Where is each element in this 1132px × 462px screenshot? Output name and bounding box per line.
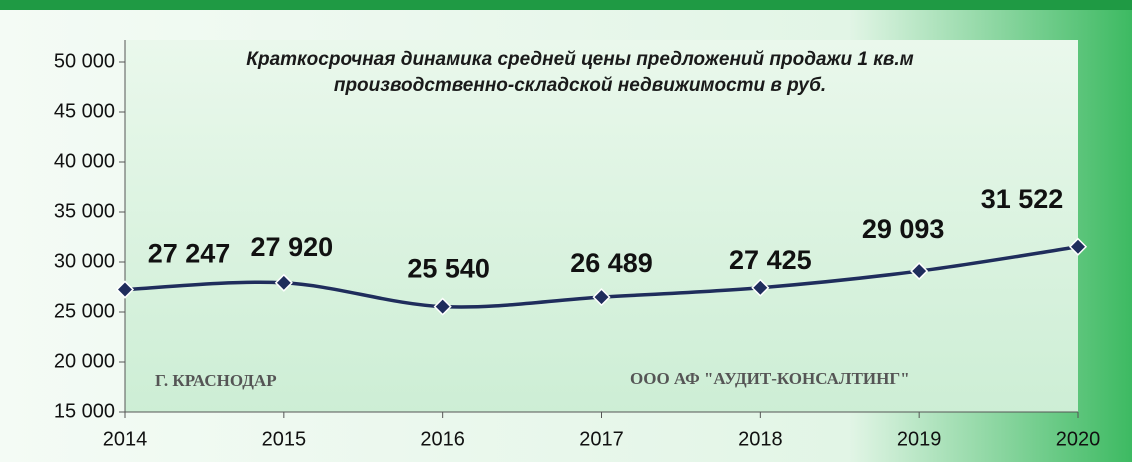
x-tick-label: 2014 xyxy=(103,428,148,450)
x-tick-label: 2018 xyxy=(738,428,783,450)
data-label: 26 489 xyxy=(570,248,653,278)
x-tick-label: 2020 xyxy=(1056,428,1101,450)
plot-area xyxy=(125,40,1078,412)
data-label: 27 247 xyxy=(148,239,231,269)
data-label: 27 920 xyxy=(251,232,334,262)
data-label: 29 093 xyxy=(862,214,945,244)
marker xyxy=(433,297,452,316)
marker xyxy=(592,288,611,307)
data-label: 31 522 xyxy=(981,184,1064,214)
top-band xyxy=(0,0,1132,10)
x-tick-label: 2017 xyxy=(579,428,624,450)
y-tick-label: 45 000 xyxy=(54,100,115,122)
y-tick-label: 20 000 xyxy=(54,350,115,372)
y-tick-label: 15 000 xyxy=(54,400,115,422)
y-tick-label: 30 000 xyxy=(54,250,115,272)
data-label: 25 540 xyxy=(407,254,490,284)
y-tick-label: 50 000 xyxy=(54,50,115,72)
marker xyxy=(1068,237,1088,256)
chart-title: Краткосрочная динамика средней цены пред… xyxy=(246,49,913,70)
chart-title: производственно-складской недвижимости в… xyxy=(334,75,826,96)
marker xyxy=(910,262,929,281)
x-tick-label: 2015 xyxy=(262,428,307,450)
marker xyxy=(115,280,135,299)
x-tick-label: 2019 xyxy=(897,428,942,450)
annotation: Г. КРАСНОДАР xyxy=(155,371,277,390)
marker xyxy=(751,278,770,297)
data-label: 27 425 xyxy=(729,245,812,275)
marker xyxy=(274,273,293,292)
x-tick-label: 2016 xyxy=(420,428,465,450)
y-tick-label: 25 000 xyxy=(54,300,115,322)
y-tick-label: 40 000 xyxy=(54,150,115,172)
y-tick-label: 35 000 xyxy=(54,200,115,222)
annotation: ООО АФ "АУДИТ-КОНСАЛТИНГ" xyxy=(630,369,910,388)
